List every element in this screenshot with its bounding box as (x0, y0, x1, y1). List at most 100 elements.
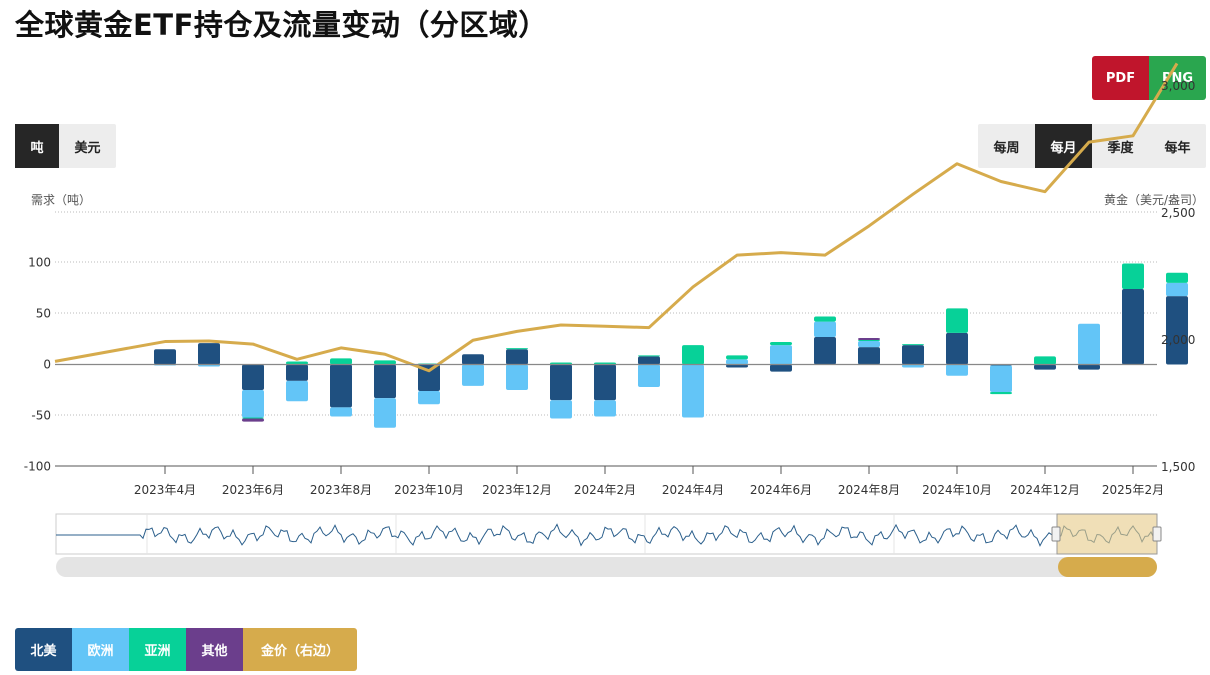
bar-segment (1166, 296, 1188, 365)
bar-segment (242, 417, 264, 419)
bar-segment (286, 364, 308, 381)
bar-segment (550, 400, 572, 419)
bar-segment (1166, 272, 1188, 283)
bar-segment (506, 364, 528, 390)
legend-asia[interactable]: 亚洲 (129, 628, 186, 671)
bar-segment (286, 380, 308, 402)
y-tick-label: 0 (43, 358, 51, 372)
bar-segment (946, 332, 968, 365)
bar-segment (946, 308, 968, 333)
legend-gold-price[interactable]: 金价（右边） (243, 628, 357, 671)
x-tick-label: 2023年4月 (134, 483, 196, 497)
x-tick-label: 2025年2月 (1102, 483, 1164, 497)
right-axis-title: 黄金（美元/盎司） (1103, 193, 1204, 207)
x-tick-label: 2024年4月 (662, 483, 724, 497)
bar-segment (814, 321, 836, 337)
legend-north-america[interactable]: 北美 (15, 628, 72, 671)
bar-segment (374, 364, 396, 399)
bar-segment (1122, 289, 1144, 365)
x-tick-label: 2024年8月 (838, 483, 900, 497)
bar-segment (814, 336, 836, 365)
y2-tick-label: 2,500 (1161, 206, 1195, 220)
bar-segment (858, 340, 880, 342)
period-quarterly-button[interactable]: 季度 (1107, 140, 1134, 156)
bar-segment (242, 364, 264, 390)
x-tick-label: 2023年6月 (222, 483, 284, 497)
bar-segment (1078, 323, 1100, 365)
y2-tick-label: 2,000 (1161, 333, 1195, 347)
bar-segment (814, 316, 836, 322)
scrollbar-track[interactable] (56, 557, 1157, 577)
bar-segment (858, 341, 880, 348)
bar-segment (506, 348, 528, 350)
legend-other[interactable]: 其他 (186, 628, 243, 671)
navigator-selected-range (1056, 513, 1158, 555)
bar-segment (462, 354, 484, 365)
bar-segment (418, 364, 440, 392)
bar-segment (374, 360, 396, 365)
x-tick-label: 2023年8月 (310, 483, 372, 497)
bar-segment (594, 400, 616, 417)
y-tick-label: 50 (36, 307, 51, 321)
bar-segment (242, 390, 264, 418)
bar-segment (462, 364, 484, 386)
bar-segment (990, 365, 1012, 393)
bar-segment (154, 349, 176, 365)
bar-segment (902, 364, 924, 368)
bar-segment (638, 355, 660, 357)
period-weekly-button[interactable]: 每周 (993, 140, 1020, 156)
bar-segment (726, 359, 748, 365)
period-yearly-button[interactable]: 每年 (1164, 140, 1191, 156)
bar-segment (594, 364, 616, 401)
left-axis-title: 需求（吨） (31, 193, 92, 207)
bar-segment (1166, 282, 1188, 297)
period-toggle: 每周 每月 季度 每年 (978, 124, 1206, 168)
period-monthly-button[interactable]: 每月 (1035, 124, 1092, 168)
unit-tonnes-button[interactable]: 吨 (15, 124, 59, 168)
bar-segment (418, 391, 440, 405)
scrollbar-thumb[interactable] (1058, 557, 1157, 577)
y2-tick-label: 3,000 (1161, 79, 1195, 93)
bar-segment (242, 418, 264, 422)
x-tick-label: 2024年2月 (574, 483, 636, 497)
unit-usd-button[interactable]: 美元 (74, 140, 101, 156)
bar-segment (1034, 364, 1056, 370)
etf-flow-chart: -100 -50 0 50 100 1,500 2,000 2,500 3,000 2023年4月… (24, 62, 1195, 577)
bar-segment (1078, 364, 1100, 370)
x-tick-label: 2024年10月 (922, 483, 992, 497)
navigator-right-handle[interactable] (1152, 526, 1162, 542)
legend-europe[interactable]: 欧洲 (72, 628, 129, 671)
y2-tick-label: 1,500 (1161, 460, 1195, 474)
bar-segment (682, 345, 704, 365)
navigator-left-handle[interactable] (1051, 526, 1061, 542)
pdf-export-button[interactable]: PDF (1092, 56, 1149, 100)
legend: 北美 欧洲 亚洲 其他 金价（右边） (15, 628, 357, 671)
bar-segment (990, 392, 1012, 395)
unit-toggle: 吨 美元 (15, 124, 116, 168)
bar-segment (770, 342, 792, 346)
bar-segment (770, 364, 792, 372)
bar-segment (286, 361, 308, 365)
bar-segment (330, 358, 352, 365)
bar-segment (506, 349, 528, 365)
bar-segment (550, 364, 572, 401)
bar-segment (902, 345, 924, 365)
y-tick-label: -50 (31, 409, 51, 423)
bar-segment (330, 364, 352, 408)
bar-segment (770, 345, 792, 365)
bar-segment (726, 364, 748, 368)
bar-segment (330, 407, 352, 417)
bar-segment (638, 356, 660, 365)
bar-segment (946, 364, 968, 376)
bar-segment (858, 337, 880, 341)
bar-segment (858, 347, 880, 365)
bar-segment (198, 343, 220, 365)
navigator-frame (55, 513, 1158, 555)
bar-segment (902, 344, 924, 346)
page-title: 全球黄金ETF持仓及流量变动（分区域） (15, 8, 548, 42)
bar-segment (1122, 263, 1144, 290)
x-tick-label: 2023年12月 (482, 483, 552, 497)
bar-segment (638, 364, 660, 387)
bar-segment (726, 355, 748, 360)
x-tick-label: 2024年12月 (1010, 483, 1080, 497)
